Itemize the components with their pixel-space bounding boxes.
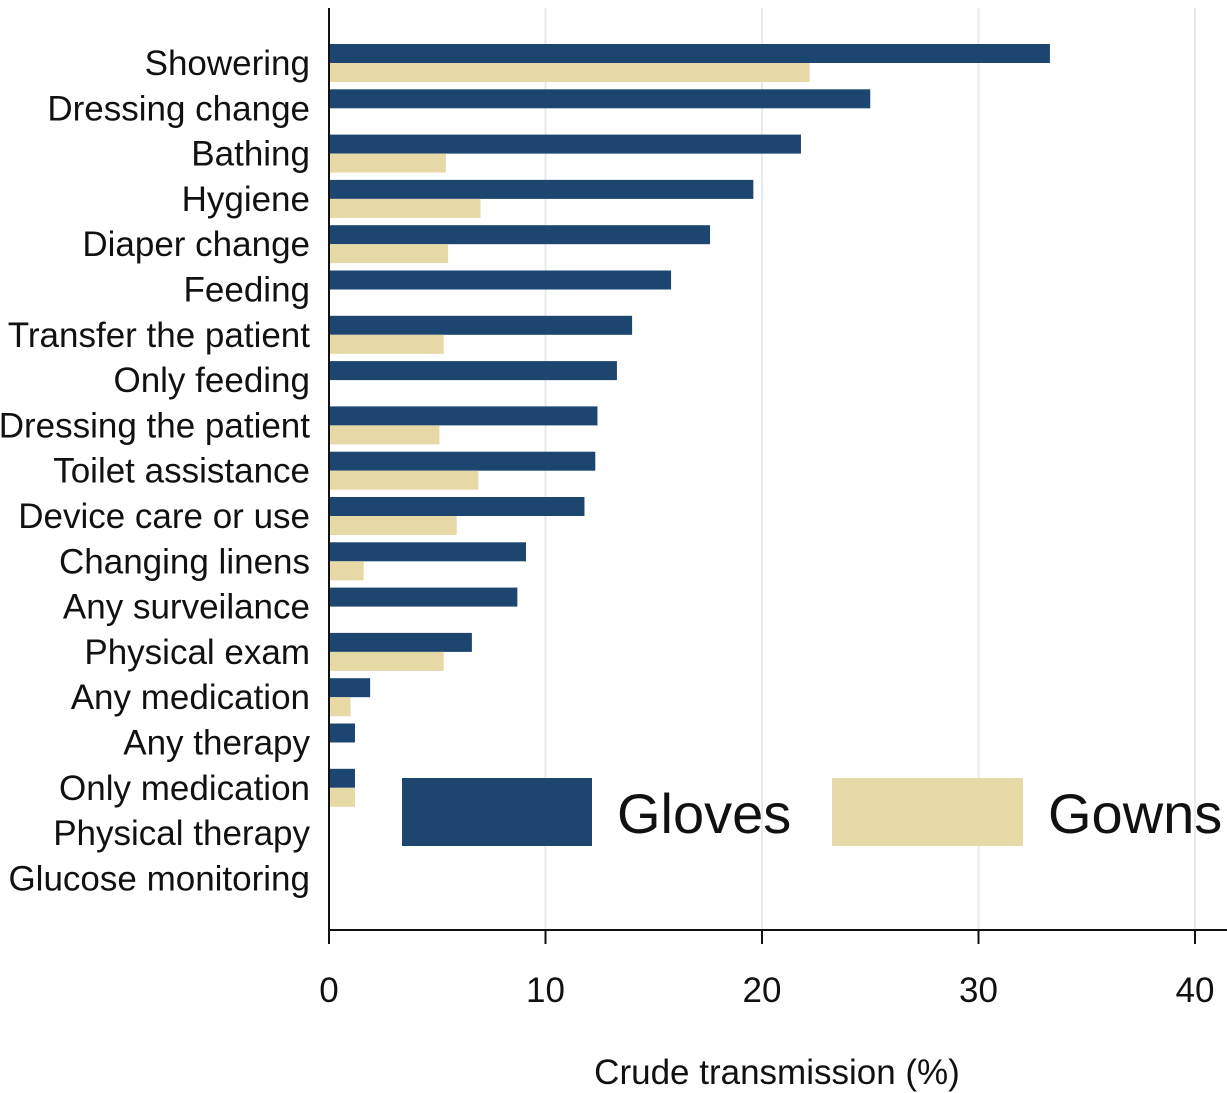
category-label-bathing: Bathing [191,135,310,174]
x-tick-label-10: 10 [526,971,565,1010]
category-label-glucose-monitoring: Glucose monitoring [8,859,310,898]
bar-gowns-device-care-or-use [329,516,457,535]
bar-gloves-bathing [329,134,801,154]
bar-gowns-any-medication [329,697,351,717]
category-label-only-feeding: Only feeding [113,361,310,400]
bar-gloves-any-surveilance [329,587,518,607]
category-label-dressing-the-patient: Dressing the patient [0,406,310,445]
bar-gloves-any-therapy [329,723,355,743]
bar-gowns-toilet-assistance [329,470,479,490]
x-tick-label-30: 30 [959,971,998,1010]
bar-gloves-diaper-change [329,225,711,245]
category-label-showering: Showering [145,44,310,83]
bar-gloves-showering [329,44,1050,63]
bars [329,44,1050,807]
bar-gloves-changing-linens [329,542,527,562]
bar-gowns-bathing [329,153,446,173]
bar-gloves-dressing-the-patient [329,406,598,426]
bar-gowns-dressing-the-patient [329,425,440,445]
bar-gloves-any-medication [329,678,371,698]
bar-gloves-feeding [329,270,672,290]
bar-gowns-hygiene [329,198,481,218]
category-label-device-care-or-use: Device care or use [18,497,310,536]
category-label-physical-therapy: Physical therapy [53,814,310,853]
category-label-only-medication: Only medication [59,769,310,808]
bar-gowns-diaper-change [329,244,449,264]
x-tick-label-40: 40 [1176,971,1215,1010]
x-axis: 0 10 20 30 40 [319,8,1227,1010]
category-label-changing-linens: Changing linens [59,542,310,581]
legend-swatch-gowns [832,778,1023,846]
bar-gloves-dressing-change [329,89,871,109]
bar-gloves-physical-exam [329,632,472,652]
x-axis-title: Crude transmission (%) [594,1053,960,1092]
legend: Gloves Gowns [402,778,1222,846]
legend-swatch-gloves [402,778,592,846]
bar-gloves-device-care-or-use [329,497,585,516]
category-label-hygiene: Hygiene [182,180,310,219]
category-label-any-surveilance: Any surveilance [63,588,310,627]
legend-label-gloves: Gloves [617,782,791,845]
bar-gowns-changing-linens [329,561,364,581]
category-label-physical-exam: Physical exam [84,633,310,672]
bar-gowns-physical-exam [329,651,444,671]
bar-gloves-hygiene [329,179,754,199]
bar-gloves-only-feeding [329,361,617,381]
category-label-any-medication: Any medication [71,678,310,717]
x-tick-label-20: 20 [743,971,782,1010]
x-tick-label-0: 0 [319,971,338,1010]
bar-gowns-only-medication [329,787,355,807]
category-label-dressing-change: Dressing change [47,89,310,128]
category-label-transfer-the-patient: Transfer the patient [8,316,310,355]
category-labels: Showering Dressing change Bathing Hygiene Di… [0,44,310,898]
category-label-diaper-change: Diaper change [82,225,310,264]
category-label-any-therapy: Any therapy [123,724,310,763]
legend-label-gowns: Gowns [1048,782,1222,845]
category-label-feeding: Feeding [184,271,310,310]
bar-gloves-only-medication [329,768,355,788]
bar-gloves-toilet-assistance [329,451,596,471]
bar-gloves-transfer-the-patient [329,315,633,335]
bar-gowns-transfer-the-patient [329,334,444,354]
category-label-toilet-assistance: Toilet assistance [53,452,310,491]
bar-gowns-showering [329,63,810,82]
